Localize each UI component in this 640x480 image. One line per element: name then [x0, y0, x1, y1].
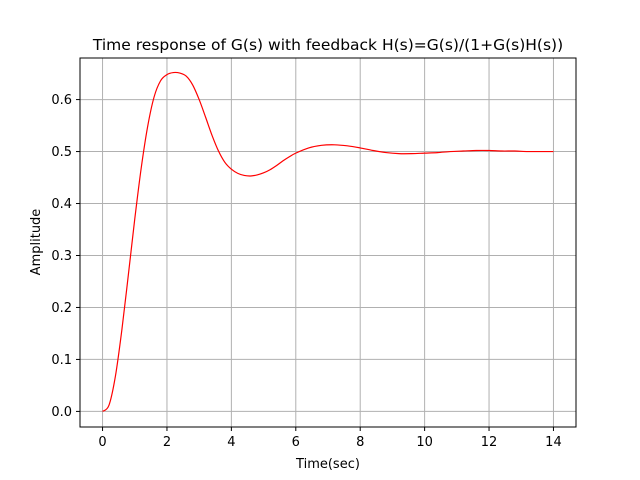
chart-title: Time response of G(s) with feedback H(s)…: [92, 36, 563, 54]
x-tick-label: 2: [163, 435, 171, 450]
x-tick-label: 4: [227, 435, 235, 450]
y-tick-label: 0.3: [51, 249, 72, 264]
series-line: [102, 71, 554, 412]
y-axis-label: Amplitude: [29, 209, 44, 276]
grid: [80, 58, 576, 427]
x-tick-label: 14: [545, 435, 562, 450]
ticks: 0 2 4 6 8 10 12 14 0.0 0.1 0.2 0.3 0.4 0.5 0.6: [51, 93, 561, 450]
plot-frame: [79, 57, 577, 428]
y-tick-label: 0.0: [51, 405, 72, 420]
x-tick-label: 8: [356, 435, 364, 450]
x-tick-label: 12: [481, 435, 498, 450]
x-tick-label: 10: [416, 435, 433, 450]
x-axis-label: Time(sec): [295, 457, 360, 472]
y-tick-label: 0.5: [51, 145, 72, 160]
y-tick-label: 0.2: [51, 301, 72, 316]
y-tick-label: 0.1: [51, 353, 72, 368]
y-tick-label: 0.4: [51, 197, 72, 212]
y-tick-label: 0.6: [51, 93, 72, 108]
series-layer: [102, 71, 554, 412]
x-tick-label: 0: [98, 435, 106, 450]
x-tick-label: 6: [292, 435, 300, 450]
